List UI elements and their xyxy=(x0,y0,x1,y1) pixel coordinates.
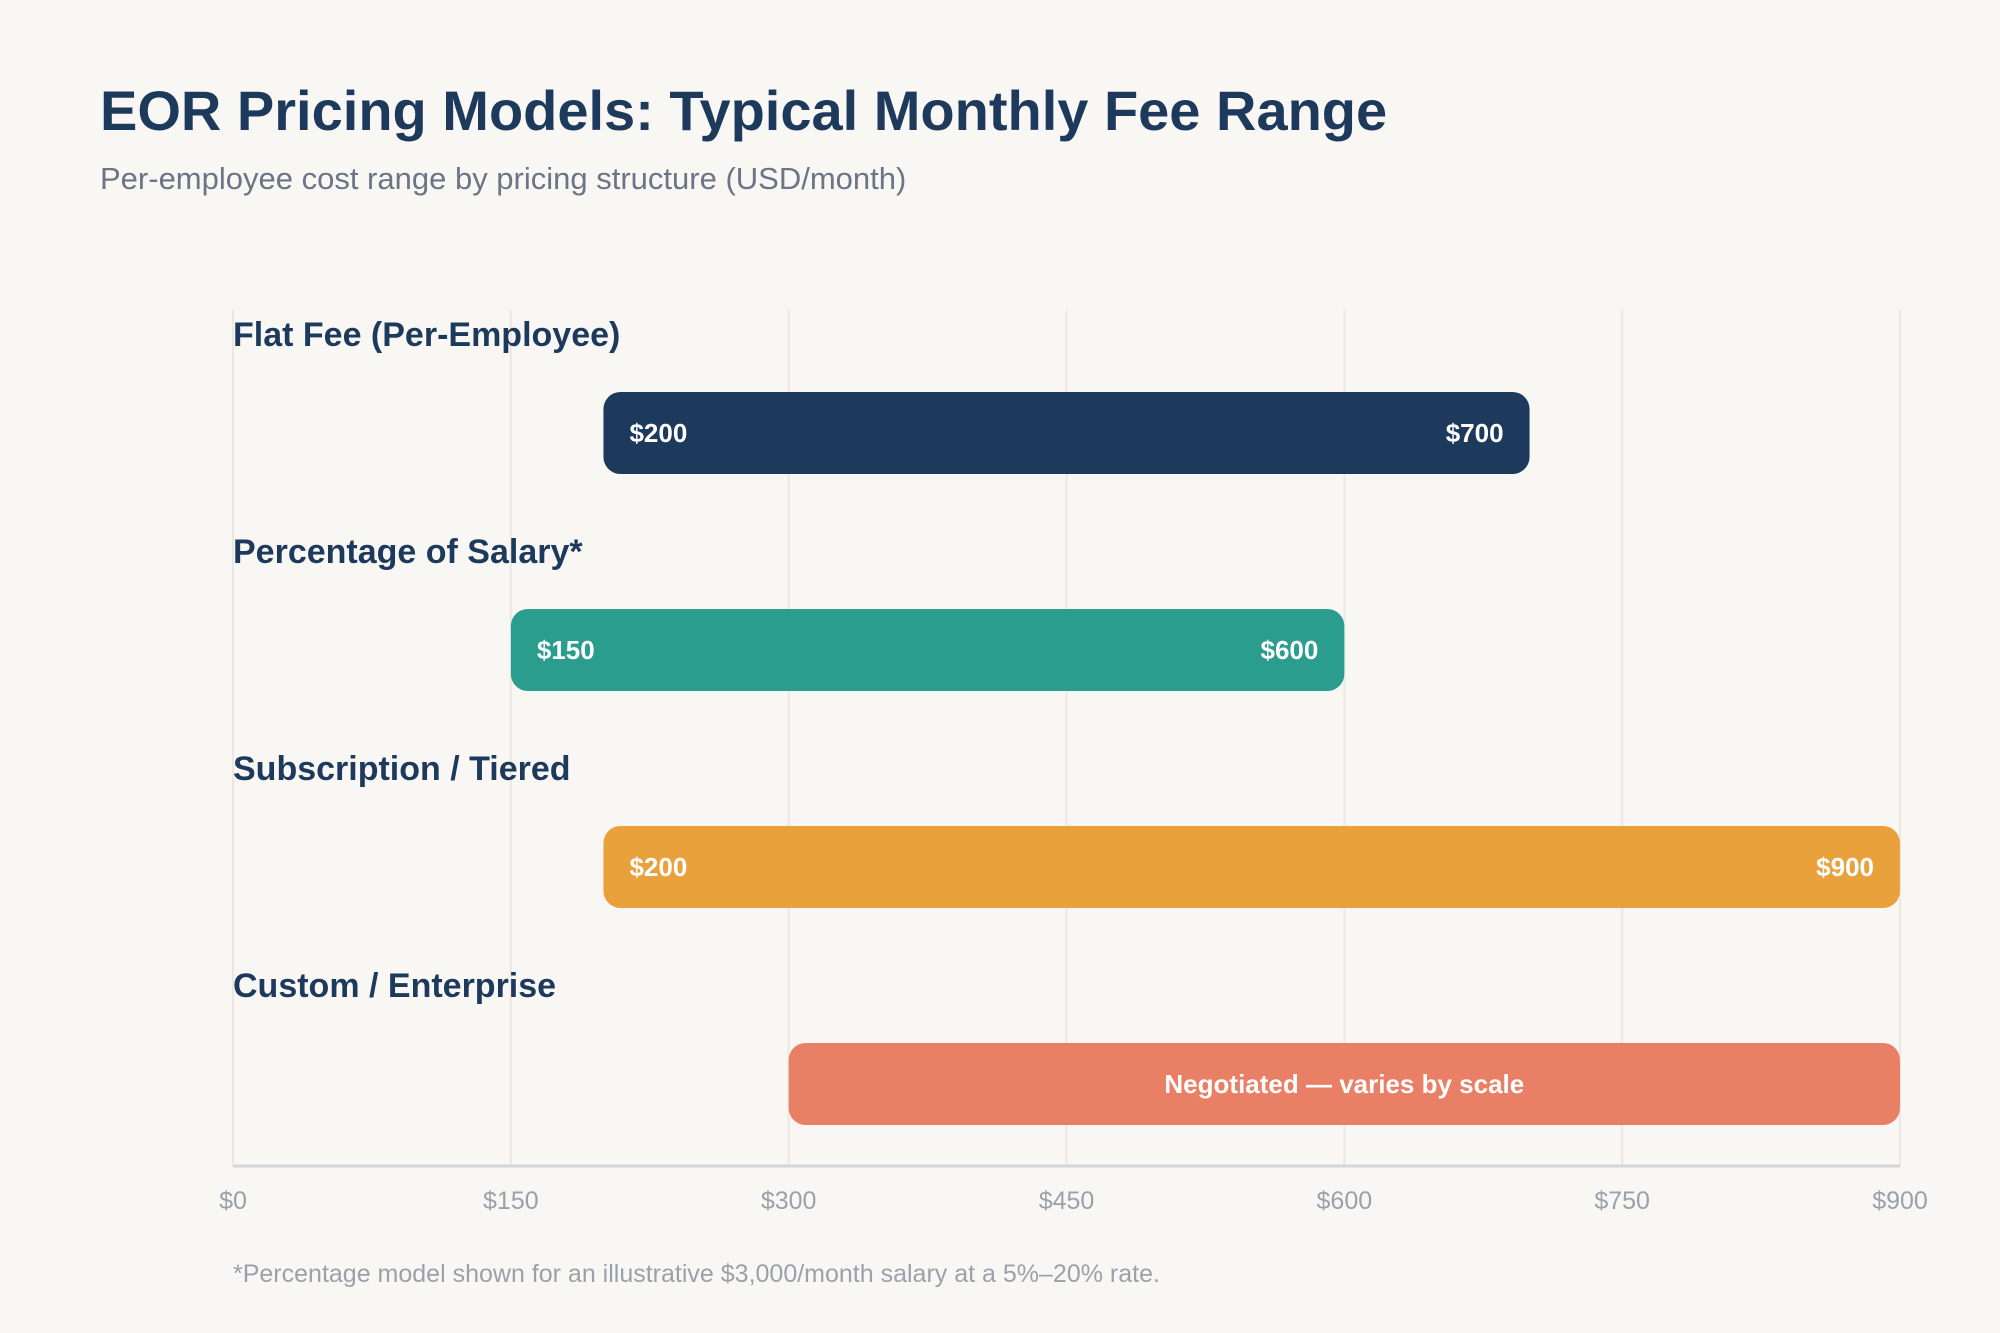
bar-max-label: $700 xyxy=(1446,418,1504,448)
footnote: *Percentage model shown for an illustrat… xyxy=(233,1260,1160,1288)
x-tick-label: $450 xyxy=(1039,1187,1095,1215)
x-tick-label: $300 xyxy=(761,1187,817,1215)
bar-max-label: $600 xyxy=(1260,635,1318,665)
category-label: Percentage of Salary* xyxy=(233,533,583,571)
range-bar-group: $200 $700 xyxy=(603,392,1530,474)
chart-subtitle: Per-employee cost range by pricing struc… xyxy=(100,161,907,196)
range-bars: $200 $700 $150 $600 $200 $900 Negotiated — var… xyxy=(510,392,1900,1125)
category-label: Custom / Enterprise xyxy=(233,967,556,1005)
bar-min-label: $200 xyxy=(629,852,687,882)
x-axis: $0 $150 $300 $450 $600 $750 $900 xyxy=(219,1164,1928,1215)
range-bar xyxy=(510,609,1345,691)
x-tick-label: $0 xyxy=(219,1187,247,1215)
category-label: Flat Fee (Per-Employee) xyxy=(233,316,620,354)
range-bar-group: Negotiated — varies by scale xyxy=(788,1043,1900,1125)
x-tick-label: $150 xyxy=(483,1187,539,1215)
range-bar xyxy=(603,392,1530,474)
category-label: Subscription / Tiered xyxy=(233,750,571,788)
range-bar-group: $150 $600 xyxy=(510,609,1345,691)
range-bar-group: $200 $900 xyxy=(603,826,1900,908)
bar-center-label: Negotiated — varies by scale xyxy=(1164,1069,1524,1099)
range-bar xyxy=(788,1043,1900,1125)
chart-title: EOR Pricing Models: Typical Monthly Fee … xyxy=(100,79,1388,142)
x-tick-label: $750 xyxy=(1594,1187,1650,1215)
category-labels: Flat Fee (Per-Employee) Percentage of Sal… xyxy=(233,316,620,1005)
x-tick-label: $600 xyxy=(1317,1187,1373,1215)
x-tick-label: $900 xyxy=(1872,1187,1928,1215)
bar-min-label: $150 xyxy=(537,635,595,665)
bar-max-label: $900 xyxy=(1816,852,1874,882)
bar-min-label: $200 xyxy=(629,418,687,448)
range-bar xyxy=(603,826,1900,908)
